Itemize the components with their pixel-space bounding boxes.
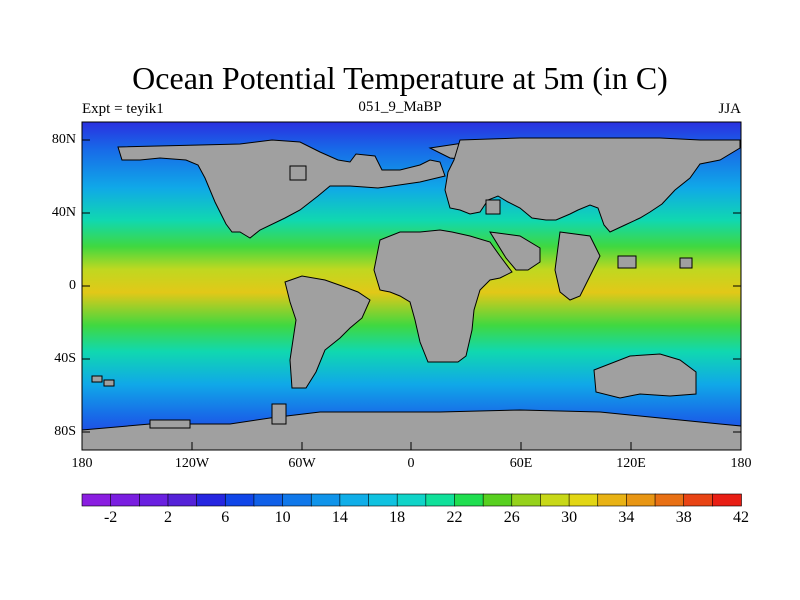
colorbar-swatch <box>396 493 427 507</box>
page-title: Ocean Potential Temperature at 5m (in C) <box>132 60 668 96</box>
colorbar-tick-label: 22 <box>446 509 463 526</box>
colorbar-swatch <box>683 493 714 507</box>
colorbar-swatch <box>339 493 370 507</box>
colorbar-swatch <box>482 493 513 507</box>
lon-label-0: 0 <box>407 456 415 471</box>
colorbar-tick-label: 10 <box>274 509 291 526</box>
colorbar-tick-label: -2 <box>103 509 118 526</box>
colorbar-swatch <box>81 493 112 507</box>
longitude-ticks <box>81 442 742 450</box>
colorbar-swatch <box>282 493 313 507</box>
africa <box>373 229 513 363</box>
colorbar-tick-label: 34 <box>618 509 635 526</box>
colorbar-swatch <box>597 493 628 507</box>
colorbar-swatch <box>425 493 456 507</box>
experiment-label: Expt = teyik1 <box>82 101 164 117</box>
colorbar-tick-label: 6 <box>221 509 230 526</box>
arabia <box>489 231 541 271</box>
land-masses <box>81 137 742 451</box>
colorbar-swatch <box>224 493 255 507</box>
colorbar-tick-label: 18 <box>389 509 406 526</box>
season-label: JJA <box>718 101 741 117</box>
colorbar-swatch <box>712 493 742 507</box>
lat-label-40s: 40S <box>54 351 76 366</box>
time-label: 051_9_MaBP <box>358 99 442 115</box>
colorbar-tick-label: 14 <box>331 509 348 526</box>
colorbar-swatch <box>511 493 542 507</box>
lon-label-120e: 120E <box>616 456 646 471</box>
island-4 <box>679 257 693 269</box>
south-america <box>284 275 371 389</box>
colorbar-swatch <box>654 493 685 507</box>
colorbar-swatch <box>540 493 570 507</box>
eurasia <box>444 137 741 233</box>
island-8 <box>271 403 287 425</box>
island-5 <box>91 375 103 383</box>
colorbar-tick-label: 2 <box>163 509 172 526</box>
island-1 <box>289 165 307 181</box>
lon-label-60e: 60E <box>509 456 533 471</box>
colorbar-swatch <box>139 493 169 507</box>
colorbar-swatch <box>253 493 284 507</box>
lon-label-180w: 180 <box>71 456 93 471</box>
island-2 <box>485 199 501 215</box>
colorbar-swatch <box>110 493 141 507</box>
lon-label-120w: 120W <box>174 456 210 471</box>
colorbar-swatch <box>454 493 484 507</box>
colorbar-swatch <box>196 493 227 507</box>
colorbar-swatch <box>167 493 198 507</box>
island-3 <box>617 255 637 269</box>
north-america <box>117 139 446 239</box>
lon-label-60w: 60W <box>288 456 316 471</box>
colorbar-swatch <box>568 493 599 507</box>
latitude-ticks <box>82 139 741 433</box>
colorbar-tick-label: 42 <box>733 509 749 526</box>
island-6 <box>103 379 115 387</box>
australia <box>593 353 697 399</box>
colorbar-swatch <box>310 493 341 507</box>
lat-label-40n: 40N <box>51 205 76 220</box>
colorbar-tick-label: 30 <box>561 509 578 526</box>
lat-label-0: 0 <box>69 278 76 293</box>
colorbar <box>81 493 742 507</box>
india <box>554 231 601 301</box>
colorbar-tick-label: 38 <box>675 509 692 526</box>
island-7 <box>149 419 191 429</box>
lat-label-80n: 80N <box>51 132 76 147</box>
lon-label-180e: 180 <box>730 456 752 471</box>
colorbar-swatch <box>626 493 656 507</box>
colorbar-swatch <box>368 493 398 507</box>
lat-label-80s: 80S <box>54 424 76 439</box>
colorbar-tick-label: 26 <box>503 509 520 526</box>
